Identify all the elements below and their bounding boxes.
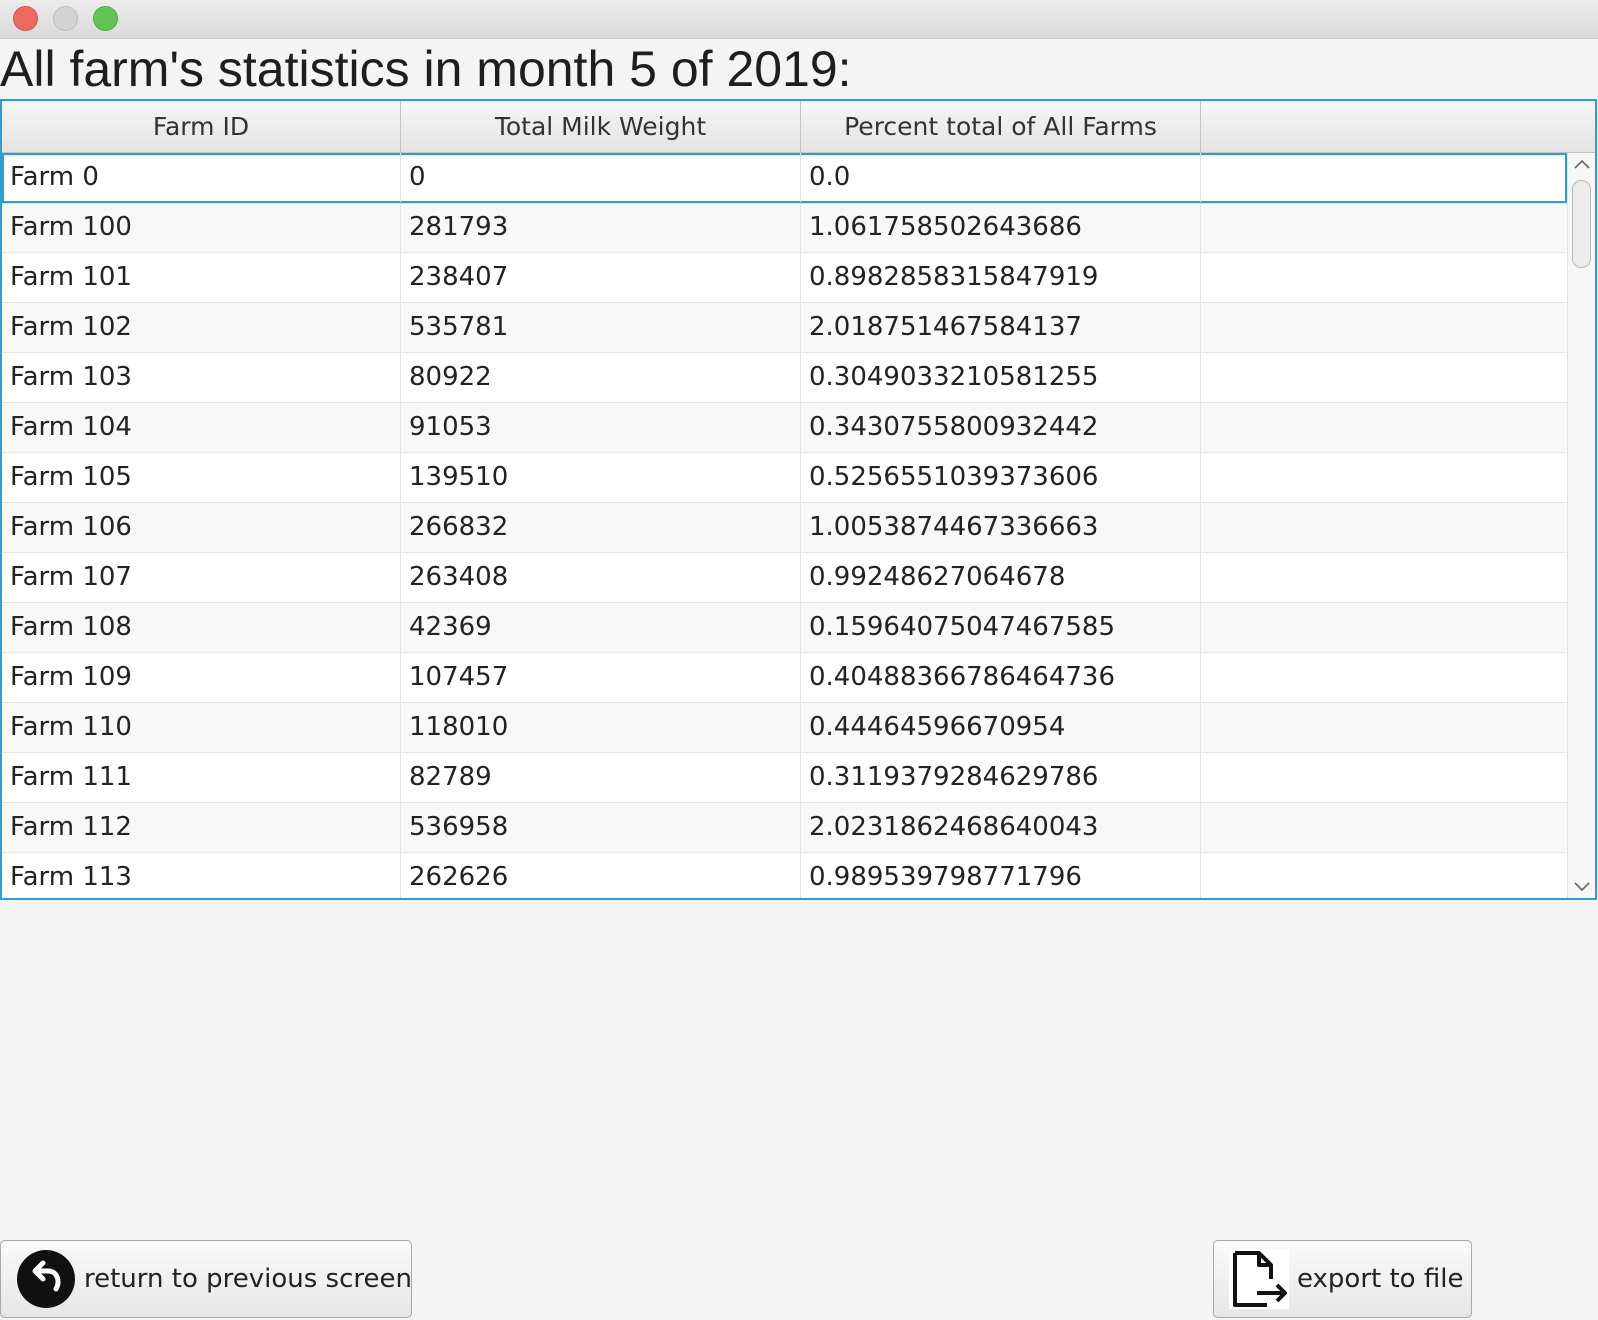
table-header: Farm ID Total Milk Weight Percent total …: [2, 101, 1595, 153]
percent-cell: 0.5256551039373606: [801, 453, 1201, 502]
back-arrow-icon: [16, 1249, 76, 1309]
farm-id-cell: Farm 106: [2, 503, 401, 552]
zoom-window-button[interactable]: [93, 6, 118, 31]
farm-id-cell: Farm 107: [2, 553, 401, 602]
filler-cell: [1201, 603, 1567, 652]
table-row[interactable]: Farm 108 42369 0.15964075047467585: [2, 603, 1567, 653]
milk-weight-cell: 536958: [401, 803, 801, 852]
filler-cell: [1201, 853, 1567, 898]
percent-cell: 0.40488366786464736: [801, 653, 1201, 702]
title-bar: [0, 0, 1598, 39]
file-export-icon: [1229, 1249, 1289, 1309]
farm-id-cell: Farm 105: [2, 453, 401, 502]
table-row[interactable]: Farm 111 82789 0.3119379284629786: [2, 753, 1567, 803]
return-button-label: return to previous screen: [84, 1264, 412, 1294]
farm-id-cell: Farm 111: [2, 753, 401, 802]
chevron-down-icon[interactable]: [1568, 876, 1595, 898]
percent-cell: 0.44464596670954: [801, 703, 1201, 752]
filler-cell: [1201, 703, 1567, 752]
milk-weight-cell: 281793: [401, 203, 801, 252]
filler-cell: [1201, 453, 1567, 502]
filler-cell: [1201, 753, 1567, 802]
table-row[interactable]: Farm 113 262626 0.989539798771796: [2, 853, 1567, 898]
milk-weight-cell: 263408: [401, 553, 801, 602]
percent-cell: 0.3430755800932442: [801, 403, 1201, 452]
filler-cell: [1201, 503, 1567, 552]
table-row[interactable]: Farm 112 536958 2.0231862468640043: [2, 803, 1567, 853]
milk-weight-cell: 82789: [401, 753, 801, 802]
farm-id-cell: Farm 102: [2, 303, 401, 352]
milk-weight-cell: 262626: [401, 853, 801, 898]
milk-weight-cell: 266832: [401, 503, 801, 552]
percent-cell: 0.3119379284629786: [801, 753, 1201, 802]
milk-weight-cell: 42369: [401, 603, 801, 652]
percent-cell: 0.3049033210581255: [801, 353, 1201, 402]
milk-weight-cell: 238407: [401, 253, 801, 302]
farm-id-cell: Farm 108: [2, 603, 401, 652]
table-row[interactable]: Farm 110 118010 0.44464596670954: [2, 703, 1567, 753]
close-window-button[interactable]: [13, 6, 38, 31]
percent-cell: 0.8982858315847919: [801, 253, 1201, 302]
table-row[interactable]: Farm 103 80922 0.3049033210581255: [2, 353, 1567, 403]
farm-id-cell: Farm 0: [2, 153, 401, 202]
table-row[interactable]: Farm 102 535781 2.018751467584137: [2, 303, 1567, 353]
filler-cell: [1201, 653, 1567, 702]
column-header-total-milk-weight[interactable]: Total Milk Weight: [401, 101, 801, 152]
table-row[interactable]: Farm 101 238407 0.8982858315847919: [2, 253, 1567, 303]
farm-id-cell: Farm 112: [2, 803, 401, 852]
percent-cell: 0.0: [801, 153, 1201, 202]
milk-weight-cell: 80922: [401, 353, 801, 402]
filler-cell: [1201, 253, 1567, 302]
farm-id-cell: Farm 101: [2, 253, 401, 302]
farm-id-cell: Farm 103: [2, 353, 401, 402]
filler-cell: [1201, 803, 1567, 852]
farm-id-cell: Farm 110: [2, 703, 401, 752]
table-row[interactable]: Farm 106 266832 1.0053874467336663: [2, 503, 1567, 553]
table-row[interactable]: Farm 0 0 0.0: [2, 153, 1567, 203]
table-row[interactable]: Farm 109 107457 0.40488366786464736: [2, 653, 1567, 703]
milk-weight-cell: 535781: [401, 303, 801, 352]
filler-cell: [1201, 303, 1567, 352]
return-to-previous-screen-button[interactable]: return to previous screen: [0, 1240, 412, 1318]
percent-cell: 2.018751467584137: [801, 303, 1201, 352]
percent-cell: 1.0053874467336663: [801, 503, 1201, 552]
table-row[interactable]: Farm 100 281793 1.061758502643686: [2, 203, 1567, 253]
table-row[interactable]: Farm 104 91053 0.3430755800932442: [2, 403, 1567, 453]
filler-cell: [1201, 553, 1567, 602]
percent-cell: 0.99248627064678: [801, 553, 1201, 602]
filler-cell: [1201, 203, 1567, 252]
filler-cell: [1201, 153, 1567, 202]
milk-weight-cell: 118010: [401, 703, 801, 752]
page-title: All farm's statistics in month 5 of 2019…: [0, 41, 852, 97]
farm-id-cell: Farm 100: [2, 203, 401, 252]
scrollbar-thumb[interactable]: [1572, 180, 1591, 268]
percent-cell: 1.061758502643686: [801, 203, 1201, 252]
table-row[interactable]: Farm 105 139510 0.5256551039373606: [2, 453, 1567, 503]
column-header-percent-total[interactable]: Percent total of All Farms: [801, 101, 1201, 152]
column-header-farm-id[interactable]: Farm ID: [2, 101, 401, 152]
percent-cell: 2.0231862468640043: [801, 803, 1201, 852]
filler-cell: [1201, 353, 1567, 402]
vertical-scrollbar[interactable]: [1567, 153, 1595, 898]
farm-id-cell: Farm 113: [2, 853, 401, 898]
percent-cell: 0.989539798771796: [801, 853, 1201, 898]
farm-id-cell: Farm 109: [2, 653, 401, 702]
chevron-up-icon[interactable]: [1568, 153, 1595, 175]
export-to-file-button[interactable]: export to file: [1213, 1240, 1472, 1318]
percent-cell: 0.15964075047467585: [801, 603, 1201, 652]
minimize-window-button[interactable]: [53, 6, 78, 31]
milk-weight-cell: 139510: [401, 453, 801, 502]
farm-id-cell: Farm 104: [2, 403, 401, 452]
farm-statistics-table[interactable]: Farm ID Total Milk Weight Percent total …: [0, 99, 1597, 900]
column-header-filler: [1201, 101, 1595, 152]
milk-weight-cell: 0: [401, 153, 801, 202]
filler-cell: [1201, 403, 1567, 452]
milk-weight-cell: 91053: [401, 403, 801, 452]
export-button-label: export to file: [1297, 1264, 1464, 1294]
table-row[interactable]: Farm 107 263408 0.99248627064678: [2, 553, 1567, 603]
milk-weight-cell: 107457: [401, 653, 801, 702]
table-body: Farm 0 0 0.0 Farm 100 281793 1.06175850264368…: [2, 153, 1567, 898]
